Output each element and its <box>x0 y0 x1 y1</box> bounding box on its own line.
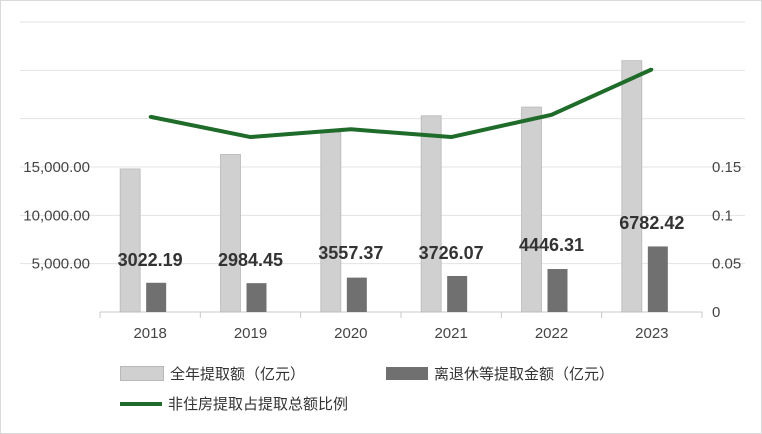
legend-label-total: 全年提取额（亿元） <box>170 365 306 383</box>
right-tick-label: 0.1 <box>712 207 733 224</box>
ratio-point <box>550 113 553 117</box>
total-bar <box>220 154 241 313</box>
total-bar <box>119 168 141 313</box>
total-bar <box>521 106 542 313</box>
left-tick-label: 10,000.00 <box>23 207 90 224</box>
ratio-point <box>148 115 152 119</box>
right-tick-label: 0.15 <box>712 159 741 176</box>
x-tick-label: 2019 <box>234 325 267 342</box>
total-bar <box>320 131 342 313</box>
retirement-withdrawal-bars <box>146 246 668 312</box>
right-axis: 0 0.05 0.1 0.15 <box>712 159 741 321</box>
left-tick-label: 15,000.00 <box>23 159 90 176</box>
total-withdrawal-bars <box>119 60 643 313</box>
x-tick-label: 2021 <box>434 325 467 342</box>
data-label: 2984.45 <box>218 250 283 270</box>
x-tick-label: 2018 <box>133 325 166 342</box>
retirement-bar <box>146 282 167 312</box>
ratio-line <box>148 67 654 140</box>
retirement-bar <box>447 275 468 312</box>
right-tick-label: 0.05 <box>712 256 741 273</box>
legend-label-retirement: 离退休等提取金额（亿元） <box>434 365 615 383</box>
data-labels: 3022.19 2984.45 3557.37 3726.07 4446.31 6782.… <box>118 213 685 270</box>
left-axis: 5,000.00 10,000.00 15,000.00 <box>23 159 90 273</box>
legend-item-ratio: 非住房提取占提取总额比例 <box>120 393 348 414</box>
ratio-polyline <box>149 67 653 140</box>
ratio-point <box>449 135 453 139</box>
legend-item-retirement: 离退休等提取金额（亿元） <box>386 363 614 384</box>
retirement-bar <box>346 277 367 312</box>
legend-swatch-ratio <box>120 401 162 406</box>
ratio-point <box>650 67 654 71</box>
right-tick-label: 0 <box>712 304 720 321</box>
x-tick-label: 2022 <box>535 325 568 342</box>
legend-item-total: 全年提取额（亿元） <box>120 363 305 384</box>
retirement-bar <box>647 246 668 312</box>
total-bar <box>621 60 643 313</box>
data-label: 3022.19 <box>118 250 183 270</box>
ratio-point <box>249 135 252 139</box>
left-tick-label: 5,000.00 <box>32 256 90 273</box>
legend-swatch-total <box>120 366 164 381</box>
retirement-bar <box>547 269 568 312</box>
x-axis: 2018 2019 2020 2021 2022 2023 <box>133 325 668 342</box>
data-label: 3557.37 <box>318 243 383 263</box>
data-label: 4446.31 <box>519 235 584 255</box>
data-label: 3726.07 <box>419 243 484 263</box>
x-tick-label: 2020 <box>334 325 367 342</box>
total-bar <box>420 115 442 313</box>
legend-swatch-retirement <box>386 367 428 380</box>
retirement-bar <box>246 283 267 312</box>
data-label: 6782.42 <box>619 213 684 233</box>
legend-label-ratio: 非住房提取占提取总额比例 <box>168 395 349 413</box>
ratio-point <box>349 127 353 131</box>
x-tick-label: 2023 <box>635 325 668 342</box>
